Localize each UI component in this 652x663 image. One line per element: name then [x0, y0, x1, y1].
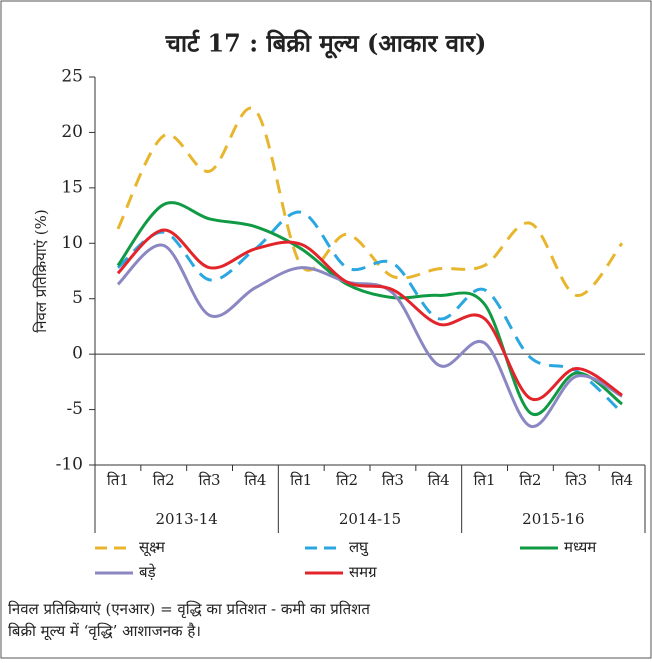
group-label: 2015-16 — [522, 510, 584, 528]
y-axis-label: निवल प्रतिक्रियाएं (%) — [32, 209, 50, 332]
x-tick-label: ति3 — [565, 471, 587, 489]
y-tick-label: 20 — [61, 122, 83, 142]
y-tick-label: 5 — [72, 288, 83, 308]
footnote: निवल प्रतिक्रियाएं (एनआर) = वृद्धि का प्… — [8, 600, 370, 619]
x-tick-label: ति2 — [153, 471, 175, 489]
y-tick-label: -10 — [56, 455, 83, 475]
series-line — [116, 201, 624, 417]
x-tick-label: ति2 — [519, 471, 541, 489]
x-tick-label: ति1 — [290, 471, 312, 489]
series-line — [116, 228, 623, 402]
x-tick-label: ति2 — [336, 471, 358, 489]
y-tick-label: 0 — [72, 344, 83, 364]
series-line — [116, 106, 624, 297]
y-tick-label: 10 — [61, 233, 83, 253]
x-tick-label: ति4 — [428, 471, 450, 489]
legend-label: समग्र — [349, 563, 377, 581]
group-label: 2013-14 — [155, 510, 217, 528]
y-tick-label: 25 — [61, 67, 83, 87]
group-label: 2014-15 — [339, 510, 401, 528]
x-tick-label: ति4 — [611, 471, 633, 489]
legend-label: मध्यम — [564, 538, 597, 556]
footnote: बिक्री मूल्य में ‘वृद्धि’ आशाजनक है। — [8, 622, 201, 641]
y-tick-label: 15 — [61, 177, 83, 197]
legend-label: सूक्ष्म — [139, 538, 166, 557]
legend-label: बड़े — [139, 563, 157, 581]
x-tick-label: ति4 — [244, 471, 266, 489]
legend-label: लघु — [349, 538, 369, 557]
chart-title: चार्ट 17 : बिक्री मूल्य (आकार वार) — [165, 29, 487, 60]
x-tick-label: ति1 — [107, 471, 129, 489]
series-line — [116, 210, 624, 415]
series-line — [116, 243, 623, 428]
x-tick-label: ति1 — [474, 471, 496, 489]
x-tick-label: ति3 — [382, 471, 404, 489]
x-tick-label: ति3 — [199, 471, 221, 489]
y-tick-label: -5 — [66, 399, 83, 419]
